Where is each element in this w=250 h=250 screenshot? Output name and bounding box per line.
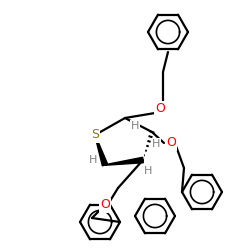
Text: O: O: [166, 136, 176, 149]
Text: H: H: [152, 139, 160, 149]
Text: H: H: [89, 155, 97, 165]
Text: H: H: [144, 166, 152, 176]
Text: O: O: [100, 198, 110, 211]
Text: H: H: [131, 121, 139, 131]
Text: O: O: [155, 102, 165, 114]
Polygon shape: [105, 157, 143, 165]
Polygon shape: [95, 135, 108, 166]
Text: S: S: [91, 128, 99, 141]
